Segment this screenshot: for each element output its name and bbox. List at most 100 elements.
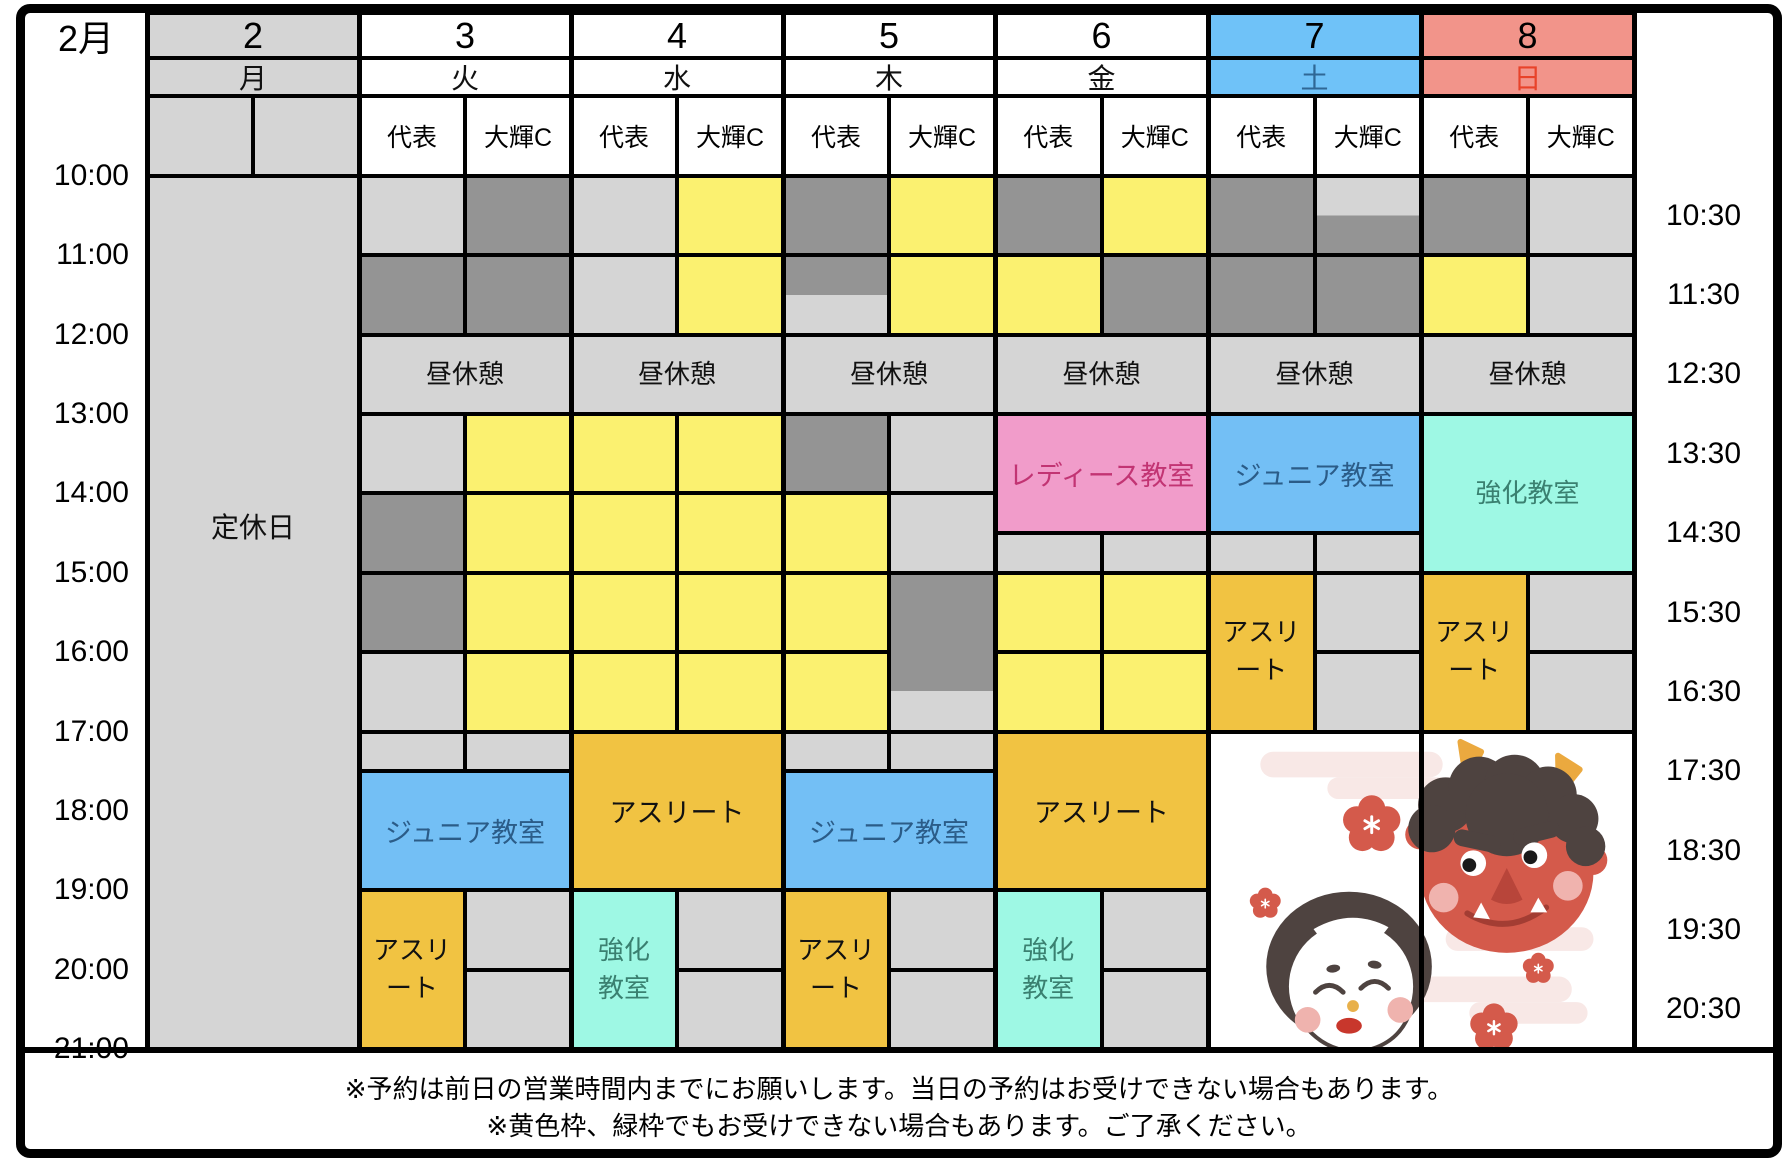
lunch-break-cell-label: 昼休憩 bbox=[849, 358, 928, 389]
day-boundary-line bbox=[1631, 13, 1637, 1052]
day-header-weekday: 水 bbox=[571, 58, 783, 96]
lunch-break-cell: 昼休憩 bbox=[1208, 334, 1421, 415]
kyoka-class-block-label: 教室 bbox=[1022, 972, 1075, 1003]
slot-cell bbox=[889, 176, 995, 256]
day-boundary-line bbox=[1205, 13, 1211, 1052]
slot-cell bbox=[677, 176, 783, 256]
slot-cell bbox=[1314, 572, 1421, 653]
slot-cell bbox=[571, 176, 677, 256]
lunch-break-cell: 昼休憩 bbox=[359, 334, 571, 415]
day-boundary-line bbox=[992, 13, 998, 1052]
kyoka-class-block: 強化教室 bbox=[571, 890, 677, 1049]
slot-cell bbox=[889, 890, 995, 970]
athlete-block-label: ート bbox=[1235, 655, 1288, 686]
lunch-break-cell: 昼休憩 bbox=[783, 334, 995, 415]
time-label-left: 20:00 bbox=[53, 952, 129, 986]
staff-header-rep bbox=[147, 96, 253, 176]
staff-header-daiki: 大輝C bbox=[1101, 96, 1208, 176]
slot-cell bbox=[359, 414, 465, 494]
staff-header-daiki: 大輝C bbox=[1527, 96, 1634, 176]
slot-cell bbox=[465, 493, 571, 573]
slot-cell bbox=[889, 493, 995, 573]
time-label-left: 11:00 bbox=[56, 238, 129, 272]
day-header-weekday: 土 bbox=[1208, 58, 1421, 96]
slot-cell bbox=[359, 176, 465, 256]
slot-cell bbox=[1314, 255, 1421, 335]
junior-class-block: ジュニア教室 bbox=[359, 771, 571, 891]
slot-cell bbox=[465, 176, 571, 256]
athlete-block: アスリート bbox=[783, 890, 889, 1049]
time-label-right: 16:30 bbox=[1665, 674, 1742, 708]
time-label-right: 14:30 bbox=[1665, 516, 1742, 550]
athlete-block-label: ート bbox=[809, 972, 862, 1003]
day-boundary-line bbox=[356, 13, 362, 1052]
day-header-weekday: 金 bbox=[995, 58, 1208, 96]
staff-header-daiki: 大輝C bbox=[677, 96, 783, 176]
day-boundary-line bbox=[780, 13, 786, 1052]
kyoka-class-block-label: 強化教室 bbox=[1475, 477, 1580, 508]
slot-cell bbox=[465, 652, 571, 732]
athlete-block: アスリート bbox=[995, 731, 1208, 891]
slot-cell bbox=[1208, 255, 1315, 335]
slot-cell bbox=[783, 493, 889, 573]
staff-header-rep: 代表 bbox=[1421, 96, 1528, 176]
lunch-break-cell: 昼休憩 bbox=[1421, 334, 1634, 415]
time-label-left: 15:00 bbox=[53, 555, 129, 589]
staff-header-daiki: 大輝C bbox=[889, 96, 995, 176]
athlete-block-label: ート bbox=[1448, 655, 1501, 686]
slot-cell bbox=[1208, 533, 1315, 573]
day-header-date: 4 bbox=[571, 13, 783, 58]
slot-cell bbox=[571, 572, 677, 653]
time-label-right: 18:30 bbox=[1665, 833, 1742, 867]
slot-cell bbox=[1101, 652, 1208, 732]
time-label-left: 16:00 bbox=[53, 635, 129, 669]
time-label-left: 19:00 bbox=[53, 873, 129, 907]
slot-cell bbox=[1101, 255, 1208, 335]
slot-cell bbox=[995, 572, 1102, 653]
closed-day-cell-label: 定休日 bbox=[210, 512, 295, 543]
slot-cell bbox=[1101, 890, 1208, 970]
oni-face bbox=[1405, 738, 1608, 953]
junior-class-block-label: ジュニア教室 bbox=[808, 818, 970, 849]
slot-cell bbox=[465, 572, 571, 653]
ladies-class-block-label: レディース教室 bbox=[1008, 461, 1195, 492]
time-label-right: 12:30 bbox=[1665, 357, 1742, 391]
time-label-left: 18:00 bbox=[53, 793, 129, 827]
day-header-weekday: 火 bbox=[359, 58, 571, 96]
junior-class-block-label: ジュニア教室 bbox=[384, 818, 546, 849]
slot-cell bbox=[1101, 969, 1208, 1049]
slot-cell bbox=[783, 255, 889, 335]
slot-cell bbox=[1314, 176, 1421, 256]
day-header-weekday: 木 bbox=[783, 58, 995, 96]
athlete-block: アスリート bbox=[359, 890, 465, 1049]
kyoka-class-block-label: 教室 bbox=[597, 972, 650, 1003]
slot-cell bbox=[571, 255, 677, 335]
slot-cell bbox=[995, 176, 1102, 256]
day-header-weekday: 日 bbox=[1421, 58, 1634, 96]
athlete-block-label: アスリ bbox=[1222, 617, 1301, 648]
slot-cell bbox=[783, 731, 889, 772]
slot-cell bbox=[1314, 533, 1421, 573]
time-label-right: 10:30 bbox=[1665, 198, 1742, 232]
slot-cell bbox=[359, 255, 465, 335]
athlete-block-label: アスリート bbox=[1034, 798, 1169, 829]
day-header-date: 3 bbox=[359, 13, 571, 58]
staff-header-rep: 代表 bbox=[783, 96, 889, 176]
day-header-date: 2 bbox=[147, 13, 359, 58]
slot-cell bbox=[465, 731, 571, 772]
note-yellow-green: ※黄色枠、緑枠でもお受けできない場合もあります。ご了承ください。 bbox=[486, 1111, 1312, 1141]
time-label-left: 17:00 bbox=[53, 714, 129, 748]
closed-day-cell: 定休日 bbox=[147, 176, 359, 1049]
slot-cell bbox=[1421, 255, 1528, 335]
slot-cell bbox=[783, 652, 889, 732]
ladies-class-block: レディース教室 bbox=[995, 414, 1208, 534]
slot-cell bbox=[889, 255, 995, 335]
staff-header-daiki: 大輝C bbox=[1314, 96, 1421, 176]
slot-cell bbox=[359, 731, 465, 772]
slot-cell bbox=[995, 652, 1102, 732]
slot-cell bbox=[571, 652, 677, 732]
junior-class-block-label: ジュニア教室 bbox=[1234, 461, 1395, 492]
slot-cell bbox=[465, 414, 571, 494]
okame-face bbox=[1266, 891, 1432, 1047]
slot-cell bbox=[677, 890, 783, 970]
